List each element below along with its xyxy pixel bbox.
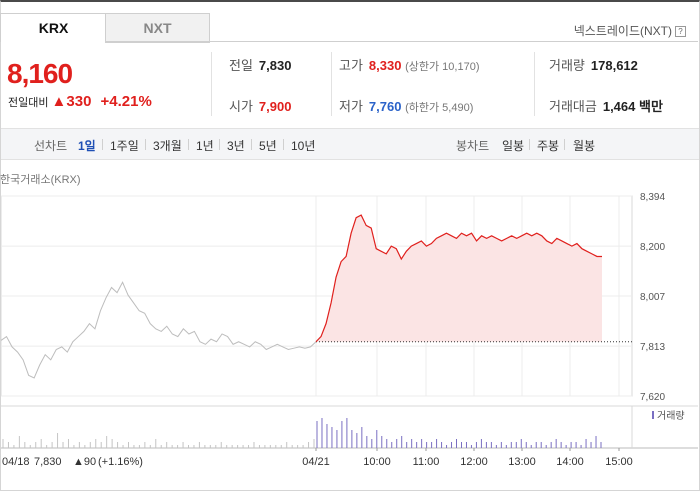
stat-volume: 거래량 178,612 [549,55,638,74]
stat-high: 고가 8,330 (상한가 10,170) [339,55,479,74]
price-change: 전일대비 ▲330 +4.21% [8,93,152,110]
today-area [316,215,602,342]
period-1y[interactable]: 1년 [196,139,214,153]
stat-label: 고가 [339,58,363,73]
stat-amount: 거래대금 1,464 백만 [549,96,663,115]
period-10y[interactable]: 10년 [291,139,316,153]
y-tick-label: 8,200 [640,242,665,253]
change-value: 330 [66,93,92,110]
stat-label: 거래량 [549,58,585,73]
stat-open: 시가 7,900 [229,96,291,115]
x-tick-label: 04/21 [302,456,330,468]
stats-divider [331,52,332,116]
stat-value: 7,760 [368,99,402,114]
y-tick-label: 8,007 [640,292,665,303]
prev-day-change-pct: (+1.16%) [98,456,143,468]
stats-divider [534,52,535,116]
stat-low: 저가 7,760 (하한가 5,490) [339,96,473,115]
x-tick-label: 11:00 [413,456,440,468]
x-tick-label: 15:00 [605,456,633,468]
change-percent: +4.21% [100,93,152,110]
stat-value: 7,900 [258,99,292,114]
candle-monthly[interactable]: 월봉 [573,139,596,153]
period-separator [564,139,565,150]
period-3y[interactable]: 3년 [227,139,245,153]
prev-day-close: 7,830 [34,456,62,468]
stat-value: 8,330 [368,58,402,73]
stat-value: 7,830 [258,58,292,73]
stat-unit: 백만 [639,99,663,114]
help-icon[interactable]: ? [675,26,686,37]
period-separator [145,139,146,150]
tab-nxt[interactable]: NXT [105,13,210,43]
period-bar: 선차트 1일 1주일 3개월 1년 3년 5년 10년 봉차트 일봉 주봉 월봉 [1,128,699,160]
stats-divider [211,52,212,116]
tab-krx[interactable]: KRX [0,13,107,42]
y-tick-label: 7,813 [640,342,665,353]
x-tick-label: 13:00 [508,456,536,468]
stat-value: 1,464 [602,99,636,114]
period-5y[interactable]: 5년 [259,139,277,153]
x-tick-label: 12:00 [460,456,488,468]
stat-label: 거래대금 [549,99,597,114]
today-line [315,214,602,343]
period-separator [102,139,103,150]
stat-label: 전일 [229,58,253,73]
stat-sub: (상한가 10,170) [405,61,480,73]
candle-chart-label: 봉차트 [456,139,490,153]
period-separator [283,139,284,150]
tab-divider [105,41,698,42]
change-label: 전일대비 [8,97,49,109]
period-separator [529,139,530,150]
volume-legend-swatch [652,411,654,419]
period-separator [219,139,220,150]
period-separator [188,139,189,150]
period-separator [251,139,252,150]
prev-day-date: 04/18 [2,456,30,468]
x-tick-label: 14:00 [556,456,584,468]
x-tick-label: 10:00 [363,456,391,468]
stat-label: 저가 [339,99,363,114]
period-1d[interactable]: 1일 [78,139,96,153]
chart-source: 한국거래소(KRX) [0,174,81,186]
period-1w[interactable]: 1주일 [110,139,139,153]
nextrade-link[interactable]: 넥스트레이드(NXT)? [574,22,686,39]
prev-day-line [0,281,317,379]
line-chart-label: 선차트 [34,139,68,153]
stat-value: 178,612 [590,58,638,73]
y-tick-label: 8,394 [640,192,665,203]
up-triangle-icon: ▲ [51,93,67,110]
y-tick-label: 7,620 [640,392,665,403]
current-price: 8,160 [7,58,73,89]
stat-prev-close: 전일 7,830 [229,55,291,74]
candle-daily[interactable]: 일봉 [502,139,525,153]
stat-sub: (하한가 5,490) [405,102,474,114]
volume-legend-label: 거래량 [657,410,685,422]
candle-weekly[interactable]: 주봉 [537,139,560,153]
prev-day-change: ▲90 [73,456,96,468]
period-3m[interactable]: 3개월 [153,139,182,153]
nextrade-link-label: 넥스트레이드(NXT) [573,24,672,38]
stat-label: 시가 [229,99,253,114]
